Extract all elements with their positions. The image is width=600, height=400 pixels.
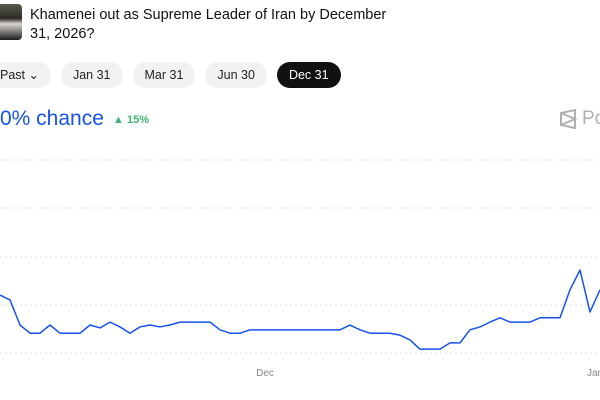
- filter-label: Mar 31: [144, 68, 184, 82]
- filter-button[interactable]: Mar 31: [132, 62, 196, 88]
- filter-button[interactable]: Past ⌄: [0, 62, 51, 88]
- filter-label: Dec 31: [288, 68, 329, 82]
- change-value: 15%: [126, 114, 149, 126]
- brand: Po: [558, 108, 600, 130]
- filter-label: Jan 31: [72, 68, 111, 82]
- chance: 0% chance: [0, 107, 104, 130]
- filter-button[interactable]: Jun 30: [205, 62, 267, 88]
- filter-bar: Past ⌄ Jan 31 Mar 31 Jun 30 Dec 31: [0, 62, 341, 88]
- x-tick-label: Jan: [587, 368, 600, 379]
- brand-logo: [560, 109, 578, 129]
- market-title: Khamenei out as Supreme Leader of Iran b…: [30, 7, 387, 42]
- change: ▲ 15%: [113, 114, 149, 126]
- grid: [0, 159, 600, 354]
- filter-label: Jun 30: [217, 68, 255, 82]
- market-image: [0, 4, 22, 40]
- brand-text: Po: [582, 108, 600, 129]
- filter-button[interactable]: Jan 31: [60, 62, 123, 88]
- line: [0, 269, 600, 350]
- x-tick-label: Dec: [256, 368, 274, 379]
- filter-button[interactable]: Dec 31: [276, 62, 341, 88]
- chevron: ⌄: [25, 68, 39, 82]
- filter-label: Past: [0, 68, 26, 82]
